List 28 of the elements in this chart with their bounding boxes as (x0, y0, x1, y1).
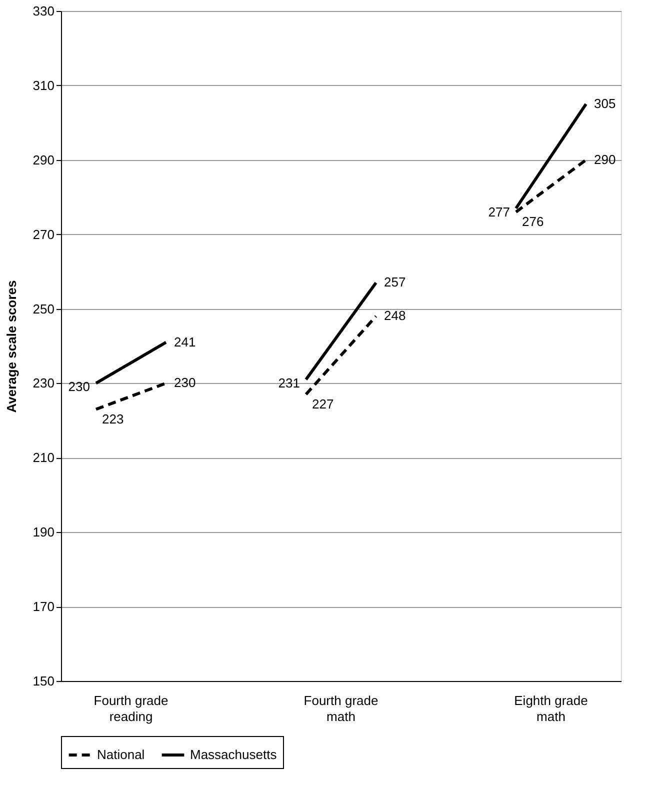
legend-label: National (97, 747, 145, 762)
y-tick-label: 250 (32, 301, 54, 316)
y-tick-label: 290 (32, 152, 54, 168)
data-label: 223 (102, 411, 124, 426)
y-tick-label: 190 (32, 524, 54, 540)
data-label: 227 (312, 396, 334, 412)
data-label: 290 (594, 152, 616, 167)
y-tick-label: 210 (32, 450, 54, 466)
data-label: 230 (68, 379, 90, 394)
data-label: 248 (384, 308, 406, 324)
y-tick-label: 230 (32, 376, 54, 391)
y-tick-label: 330 (32, 4, 54, 18)
y-tick-label: 270 (32, 226, 54, 242)
data-label: 230 (174, 375, 196, 390)
y-axis-title: Average scale scores (4, 280, 19, 413)
legend-label: Massachusetts (190, 747, 278, 762)
data-label: 305 (594, 96, 616, 112)
data-label: 257 (384, 274, 406, 290)
text: Eighth grade math (514, 693, 588, 724)
y-tick-label: 310 (32, 78, 54, 93)
data-label: 276 (522, 214, 544, 229)
data-label: 277 (488, 204, 510, 220)
y-tick-label: 150 (32, 674, 54, 688)
data-label: 231 (278, 376, 300, 390)
text: Fourth grade reading (94, 693, 168, 724)
y-tick-label: 170 (32, 599, 54, 614)
data-label: 241 (174, 334, 196, 350)
text: Fourth grade math (304, 693, 378, 724)
